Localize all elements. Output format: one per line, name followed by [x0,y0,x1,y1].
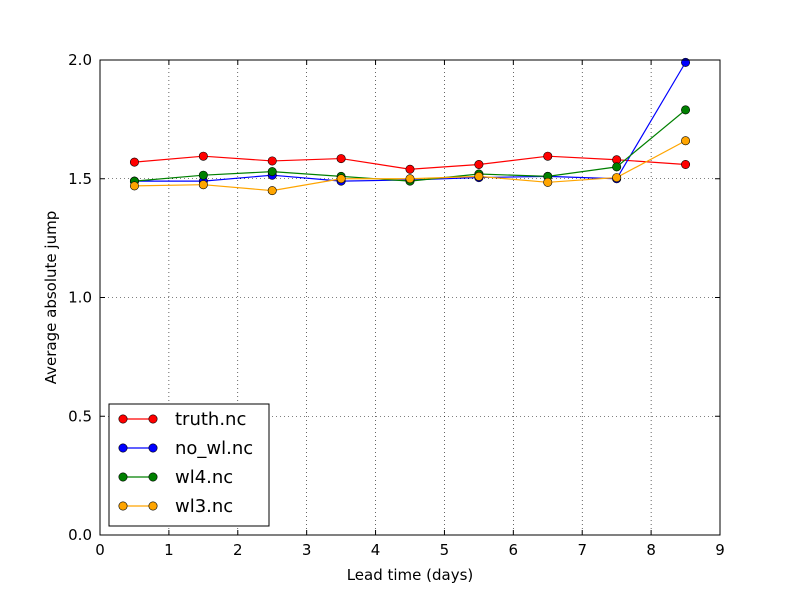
legend-item: wl4.nc [118,467,233,488]
y-tick-label: 0.0 [68,526,92,544]
data-point [267,186,277,196]
x-tick-label: 3 [302,541,312,559]
legend-item: no_wl.nc [118,438,253,459]
legend-marker [118,472,128,482]
data-point [405,164,415,174]
x-tick-label: 9 [715,541,725,559]
data-point [267,167,277,177]
legend-marker [118,501,128,511]
legend-label: wl4.nc [175,467,233,488]
legend-item: wl3.nc [118,496,233,517]
x-tick-label: 5 [440,541,450,559]
x-tick-label: 4 [371,541,381,559]
data-point [474,160,484,170]
data-point [474,171,484,181]
legend-marker [148,414,158,424]
x-tick-label: 2 [233,541,243,559]
legend-marker [118,443,128,453]
data-point [336,174,346,184]
x-axis-label: Lead time (days) [347,566,474,584]
data-point [198,170,208,180]
data-point [612,162,622,172]
axis-ticks: 0 1 2 3 4 5 6 7 8 9 0.0 0.5 1.0 1.5 2.0 [68,51,725,559]
data-point [681,160,691,170]
y-axis-label: Average absolute jump [42,211,60,384]
data-point [405,174,415,184]
y-tick-label: 0.5 [68,407,92,425]
legend-marker [148,472,158,482]
series-truth-nc [129,151,691,174]
data-point [543,177,553,187]
x-tick-label: 7 [577,541,587,559]
x-tick-label: 8 [646,541,656,559]
data-point [198,151,208,161]
legend-marker [148,501,158,511]
data-point [681,105,691,115]
legend: truth.nc no_wl.nc wl4.nc wl3.nc [108,403,270,527]
data-point [543,151,553,161]
data-point [612,173,622,183]
data-point [267,156,277,166]
y-tick-label: 1.5 [68,170,92,188]
y-tick-label: 1.0 [68,289,92,307]
legend-label: truth.nc [175,409,246,430]
data-point [336,154,346,164]
data-point [198,180,208,190]
legend-label: no_wl.nc [175,438,253,459]
legend-label: wl3.nc [175,496,233,517]
series-wl3-nc [129,136,691,196]
y-tick-label: 2.0 [68,51,92,69]
data-point [129,157,139,167]
data-point [129,181,139,191]
data-point [681,57,691,67]
legend-marker [118,414,128,424]
series-group [129,57,691,196]
x-tick-label: 0 [95,541,105,559]
legend-marker [148,443,158,453]
data-point [681,136,691,146]
legend-item: truth.nc [118,409,246,430]
x-tick-label: 1 [164,541,174,559]
x-tick-label: 6 [509,541,519,559]
